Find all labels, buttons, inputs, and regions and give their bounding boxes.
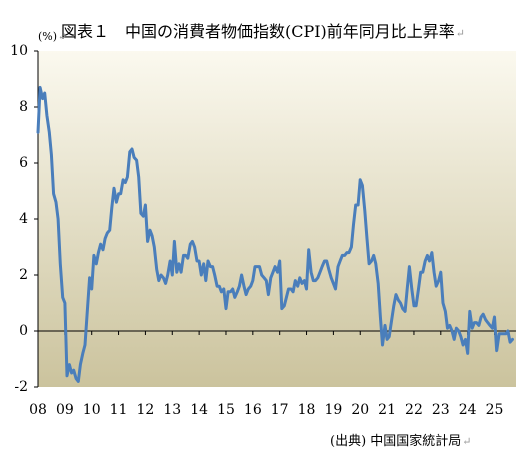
cpi-series-line [36,85,514,383]
x-tick-label: 17 [271,402,289,418]
x-tick-label: 12 [137,402,155,418]
y-tick-label: 4 [19,211,28,227]
chart-title: 図表１ 中国の消費者物価指数(CPI)前年同月比上昇率↵ [60,22,466,41]
x-tick-label: 18 [298,402,316,418]
x-tick-label: 11 [110,402,128,418]
x-tick-label: 14 [190,402,208,418]
y-tick-label: -2 [14,379,28,395]
x-tick-label: 21 [378,402,396,418]
x-tick-label: 23 [432,402,450,418]
x-tick-label: 13 [163,402,181,418]
y-tick-label: 2 [19,267,28,283]
paragraph-mark: ↵ [462,435,472,448]
y-tick-label: 8 [19,99,28,115]
x-tick-label: 16 [244,402,262,418]
source-note: (出典) 中国国家統計局↵ [330,434,472,449]
y-axis-unit-label: (%)↵ [38,30,67,43]
x-tick-label: 20 [351,402,369,418]
x-tick-label: 09 [56,402,74,418]
x-tick-label: 15 [217,402,235,418]
paragraph-mark: ↵ [58,32,67,43]
x-tick-label: 24 [459,402,477,418]
x-tick-label: 08 [29,402,47,418]
x-tick-label: 10 [83,402,101,418]
x-tick-label: 19 [324,402,342,418]
x-tick-label: 22 [405,402,423,418]
y-tick-label: 10 [10,43,28,59]
x-tick-label: 25 [486,402,504,418]
y-tick-label: 6 [19,155,28,171]
y-tick-label: 0 [19,323,28,339]
paragraph-mark: ↵ [455,27,466,40]
